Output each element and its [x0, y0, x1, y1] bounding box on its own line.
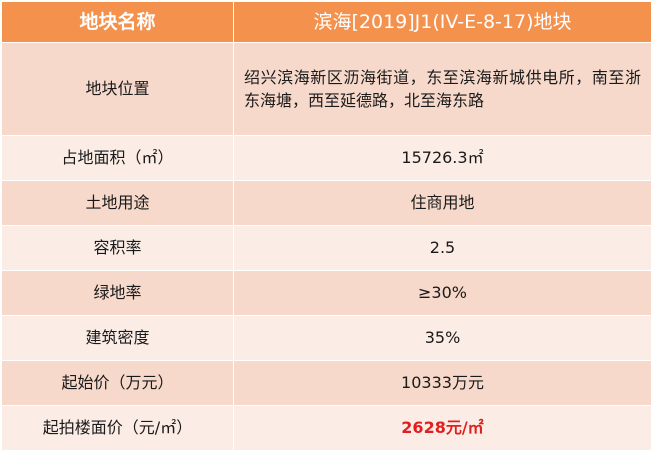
- row-value-green-rate: ≥30%: [233, 270, 652, 316]
- table-header-row: 地块名称 滨海[2019]J1(IV-E-8-17)地块: [1, 1, 652, 43]
- header-label-cell: 地块名称: [1, 1, 234, 43]
- header-value-cell: 滨海[2019]J1(IV-E-8-17)地块: [233, 1, 652, 43]
- row-label-green-rate: 绿地率: [1, 270, 234, 316]
- table-row: 容积率 2.5: [1, 225, 652, 271]
- table-row: 起拍楼面价（元/㎡） 2628元/㎡: [1, 405, 652, 451]
- row-value-building-density: 35%: [233, 315, 652, 361]
- row-value-land-use: 住商用地: [233, 180, 652, 226]
- row-value-plot-ratio: 2.5: [233, 225, 652, 271]
- row-value-starting-price: 10333万元: [233, 360, 652, 406]
- table-row: 地块位置 绍兴滨海新区沥海街道，东至滨海新城供电所，南至浙东海塘，西至延德路，北…: [1, 42, 652, 136]
- table-row: 起始价（万元） 10333万元: [1, 360, 652, 406]
- row-value-location-cell: 绍兴滨海新区沥海街道，东至滨海新城供电所，南至浙东海塘，西至延德路，北至海东路: [233, 42, 652, 136]
- row-value-location: 绍兴滨海新区沥海街道，东至滨海新城供电所，南至浙东海塘，西至延德路，北至海东路: [244, 68, 641, 110]
- table-row: 建筑密度 35%: [1, 315, 652, 361]
- table-row: 绿地率 ≥30%: [1, 270, 652, 316]
- row-value-floor-price: 2628元/㎡: [401, 418, 484, 437]
- row-label-starting-price: 起始价（万元）: [1, 360, 234, 406]
- row-label-location: 地块位置: [1, 42, 234, 136]
- row-value-area: 15726.3㎡: [233, 135, 652, 181]
- row-label-building-density: 建筑密度: [1, 315, 234, 361]
- table-row: 占地面积（㎡） 15726.3㎡: [1, 135, 652, 181]
- row-value-floor-price-cell: 2628元/㎡: [233, 405, 652, 451]
- row-label-plot-ratio: 容积率: [1, 225, 234, 271]
- table-row: 土地用途 住商用地: [1, 180, 652, 226]
- row-label-floor-price: 起拍楼面价（元/㎡）: [1, 405, 234, 451]
- row-label-area: 占地面积（㎡）: [1, 135, 234, 181]
- row-label-land-use: 土地用途: [1, 180, 234, 226]
